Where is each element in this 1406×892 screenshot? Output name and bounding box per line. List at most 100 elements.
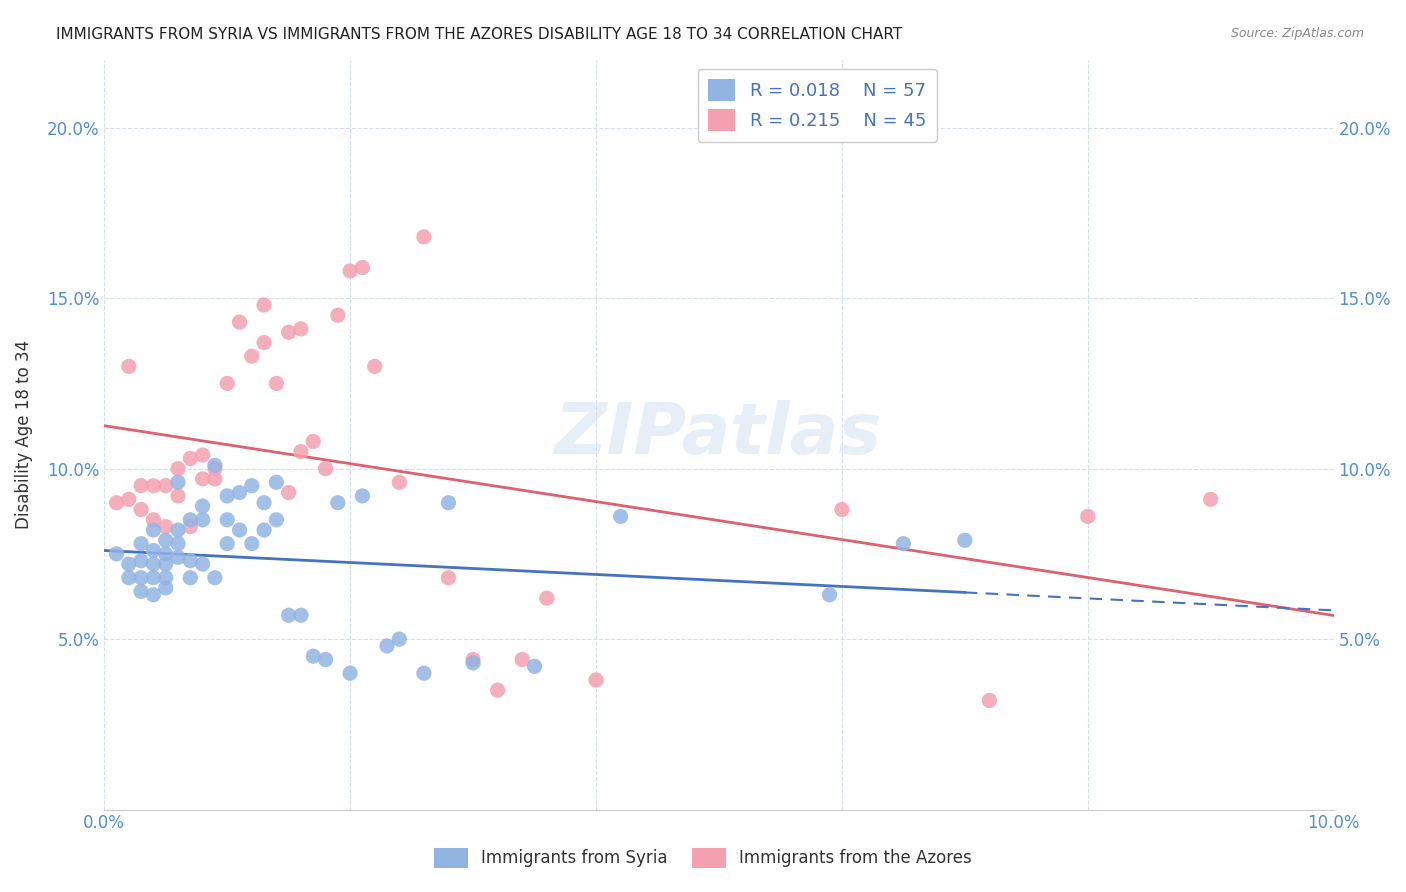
Point <box>142 479 165 493</box>
Point <box>129 554 152 568</box>
Point <box>831 502 853 516</box>
Point <box>253 523 276 537</box>
Point <box>228 315 250 329</box>
Point <box>240 349 263 363</box>
Point <box>486 683 509 698</box>
Point <box>204 472 226 486</box>
Point <box>290 444 312 458</box>
Point <box>155 533 177 548</box>
Point <box>412 230 434 244</box>
Point <box>339 264 361 278</box>
Point <box>155 571 177 585</box>
Point <box>204 571 226 585</box>
Point <box>326 496 349 510</box>
Point <box>217 536 239 550</box>
Point <box>191 513 214 527</box>
Point <box>129 571 152 585</box>
Point <box>105 496 128 510</box>
Point <box>217 513 239 527</box>
Point <box>315 652 337 666</box>
Point <box>142 588 165 602</box>
Point <box>266 513 288 527</box>
Point <box>461 652 484 666</box>
Point <box>240 536 263 550</box>
Point <box>388 475 411 490</box>
Point <box>167 550 190 565</box>
Point <box>1199 492 1222 507</box>
Point <box>118 571 141 585</box>
Point <box>302 434 325 449</box>
Point <box>352 489 374 503</box>
Point <box>523 659 546 673</box>
Point <box>191 557 214 571</box>
Point <box>228 523 250 537</box>
Point <box>179 554 201 568</box>
Point <box>326 308 349 322</box>
Point <box>179 571 201 585</box>
Point <box>510 652 533 666</box>
Point <box>277 326 299 340</box>
Point <box>167 461 190 475</box>
Point <box>266 376 288 391</box>
Point <box>167 536 190 550</box>
Point <box>253 298 276 312</box>
Point <box>179 451 201 466</box>
Point <box>155 479 177 493</box>
Point <box>191 472 214 486</box>
Point <box>818 588 841 602</box>
Point <box>129 479 152 493</box>
Point <box>290 322 312 336</box>
Text: IMMIGRANTS FROM SYRIA VS IMMIGRANTS FROM THE AZORES DISABILITY AGE 18 TO 34 CORR: IMMIGRANTS FROM SYRIA VS IMMIGRANTS FROM… <box>56 27 903 42</box>
Point <box>277 608 299 623</box>
Point <box>129 584 152 599</box>
Point <box>953 533 976 548</box>
Point <box>217 376 239 391</box>
Point <box>217 489 239 503</box>
Point <box>155 519 177 533</box>
Point <box>461 656 484 670</box>
Point <box>302 649 325 664</box>
Point <box>142 523 165 537</box>
Point <box>167 475 190 490</box>
Point <box>290 608 312 623</box>
Point <box>118 359 141 374</box>
Point <box>105 547 128 561</box>
Point <box>228 485 250 500</box>
Point <box>179 519 201 533</box>
Point <box>339 666 361 681</box>
Point <box>240 479 263 493</box>
Point <box>118 557 141 571</box>
Point <box>179 513 201 527</box>
Point <box>979 693 1001 707</box>
Point <box>155 547 177 561</box>
Point <box>155 581 177 595</box>
Point <box>388 632 411 646</box>
Point <box>118 492 141 507</box>
Text: Source: ZipAtlas.com: Source: ZipAtlas.com <box>1230 27 1364 40</box>
Point <box>375 639 398 653</box>
Point <box>1077 509 1099 524</box>
Point <box>536 591 558 606</box>
Point <box>364 359 387 374</box>
Point <box>191 499 214 513</box>
Point <box>167 523 190 537</box>
Point <box>437 496 460 510</box>
Point <box>204 458 226 473</box>
Point <box>266 475 288 490</box>
Point <box>352 260 374 275</box>
Point <box>142 557 165 571</box>
Point <box>191 448 214 462</box>
Point <box>167 489 190 503</box>
Point <box>142 543 165 558</box>
Y-axis label: Disability Age 18 to 34: Disability Age 18 to 34 <box>15 340 32 529</box>
Point <box>277 485 299 500</box>
Point <box>437 571 460 585</box>
Point <box>315 461 337 475</box>
Point <box>204 461 226 475</box>
Legend: R = 0.018    N = 57, R = 0.215    N = 45: R = 0.018 N = 57, R = 0.215 N = 45 <box>697 69 936 142</box>
Point <box>609 509 631 524</box>
Point <box>142 513 165 527</box>
Point <box>142 571 165 585</box>
Point <box>253 335 276 350</box>
Point <box>129 502 152 516</box>
